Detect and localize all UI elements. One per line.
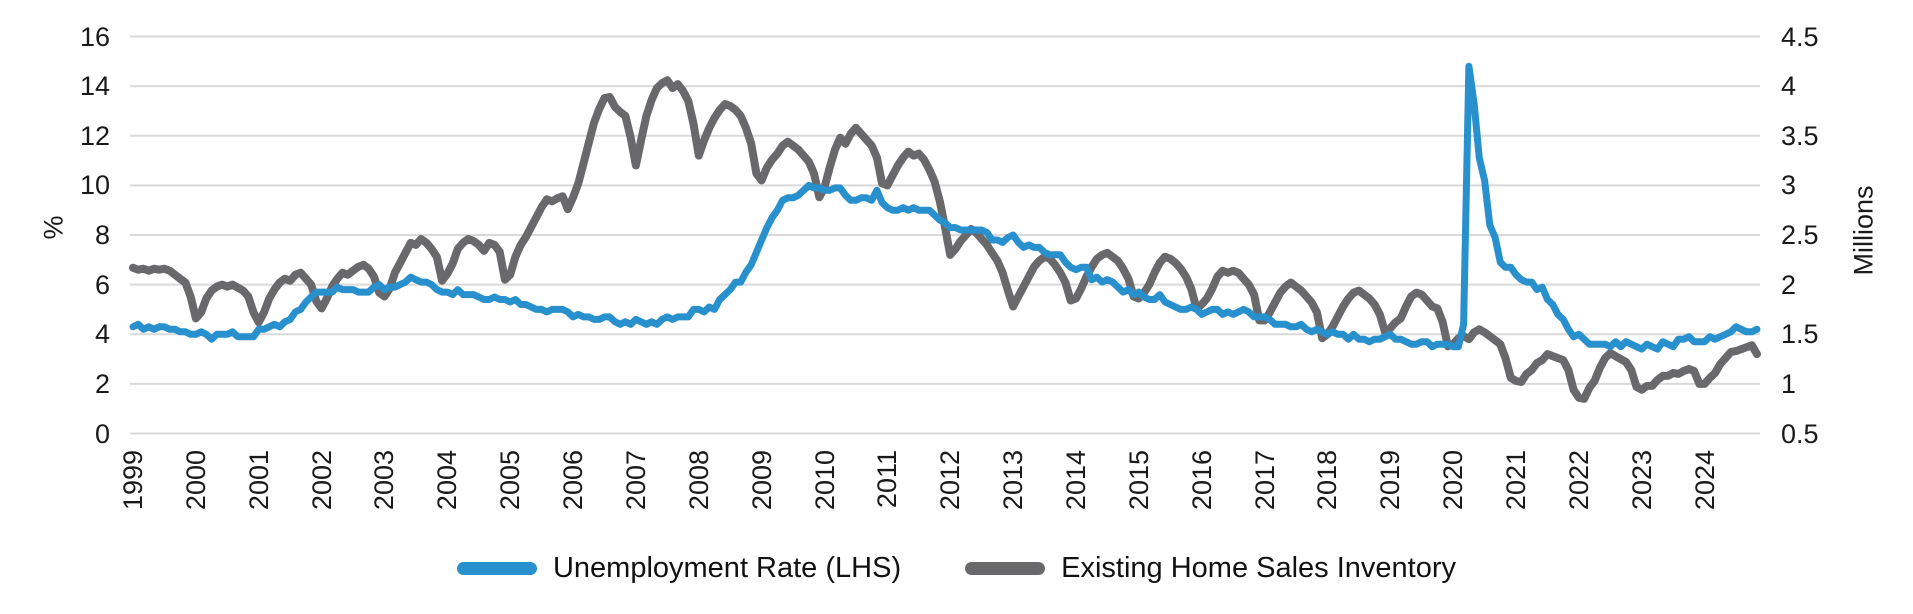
x-axis-tick-label: 2013 <box>998 450 1028 511</box>
x-axis-tick-label: 2022 <box>1564 450 1594 511</box>
left-axis-title: % <box>38 215 69 240</box>
x-axis-tick-label: 2010 <box>810 450 840 511</box>
x-axis-tick-label: 2011 <box>872 450 902 509</box>
right-axis-tick-label: 1.5 <box>1781 319 1819 349</box>
x-axis-tick-label: 2000 <box>181 450 211 511</box>
x-axis-tick-label: 2014 <box>1061 450 1091 511</box>
left-axis-tick-label: 10 <box>79 170 110 200</box>
x-axis-tick-label: 2023 <box>1627 450 1657 511</box>
right-axis-tick-label: 2.5 <box>1781 220 1819 250</box>
left-axis-tick-label: 0 <box>94 419 110 449</box>
series-line-unemployment <box>129 62 1761 353</box>
legend-line-marker-unemployment <box>456 562 537 575</box>
x-axis-tick-label: 2021 <box>1501 450 1531 511</box>
right-axis-tick-label: 3.5 <box>1781 121 1819 151</box>
x-axis-tick-label: 2002 <box>307 450 337 511</box>
x-axis-tick-label: 2009 <box>747 450 777 511</box>
legend-line-marker-inventory <box>965 562 1046 575</box>
left-axis-tick-label: 16 <box>79 22 110 52</box>
x-axis-tick-label: 2007 <box>621 450 651 511</box>
legend-item-unemployment: Unemployment Rate (LHS) <box>456 552 902 585</box>
x-axis-tick-label: 2015 <box>1124 450 1154 511</box>
right-axis-tick-label: 3 <box>1781 170 1797 200</box>
x-axis-tick-label: 2004 <box>432 450 462 511</box>
x-axis-tick-label: 2017 <box>1250 450 1280 511</box>
x-axis-tick-label: 2012 <box>935 450 965 511</box>
x-axis-tick-label: 2024 <box>1690 450 1720 511</box>
x-axis-tick-label: 1999 <box>118 450 148 511</box>
x-axis-tick-label: 2001 <box>244 450 274 511</box>
right-axis-title: Millions <box>1848 185 1879 276</box>
x-axis-tick-label: 2005 <box>495 450 525 511</box>
right-axis-tick-label: 4.5 <box>1781 22 1819 52</box>
legend-label-inventory: Existing Home Sales Inventory <box>1061 552 1457 584</box>
x-axis-tick-label: 2006 <box>558 450 588 511</box>
x-axis-tick-label: 2016 <box>1187 450 1217 511</box>
left-axis-tick-label: 6 <box>94 270 110 300</box>
x-axis-tick-label: 2008 <box>684 450 714 511</box>
right-axis-tick-label: 2 <box>1781 270 1797 300</box>
series-line-inventory <box>129 76 1761 403</box>
left-axis-tick-label: 12 <box>79 121 110 151</box>
x-axis-tick-label: 2019 <box>1375 450 1405 511</box>
legend-label-unemployment: Unemployment Rate (LHS) <box>552 552 902 584</box>
left-axis-tick-label: 4 <box>94 319 110 349</box>
right-axis-tick-label: 4 <box>1781 71 1797 101</box>
right-axis-tick-label: 1 <box>1781 369 1797 399</box>
x-axis-tick-label: 2018 <box>1312 450 1342 511</box>
x-axis-tick-label: 2003 <box>369 450 399 511</box>
legend-item-inventory: Existing Home Sales Inventory <box>965 552 1456 585</box>
left-axis-tick-label: 8 <box>94 220 110 250</box>
left-axis-tick-label: 2 <box>94 369 110 399</box>
x-axis-tick-label: 2020 <box>1438 450 1468 511</box>
legend: Unemployment Rate (LHS) Existing Home Sa… <box>0 552 1913 585</box>
left-axis-tick-label: 14 <box>79 71 110 101</box>
right-axis-tick-label: 0.5 <box>1781 419 1819 449</box>
